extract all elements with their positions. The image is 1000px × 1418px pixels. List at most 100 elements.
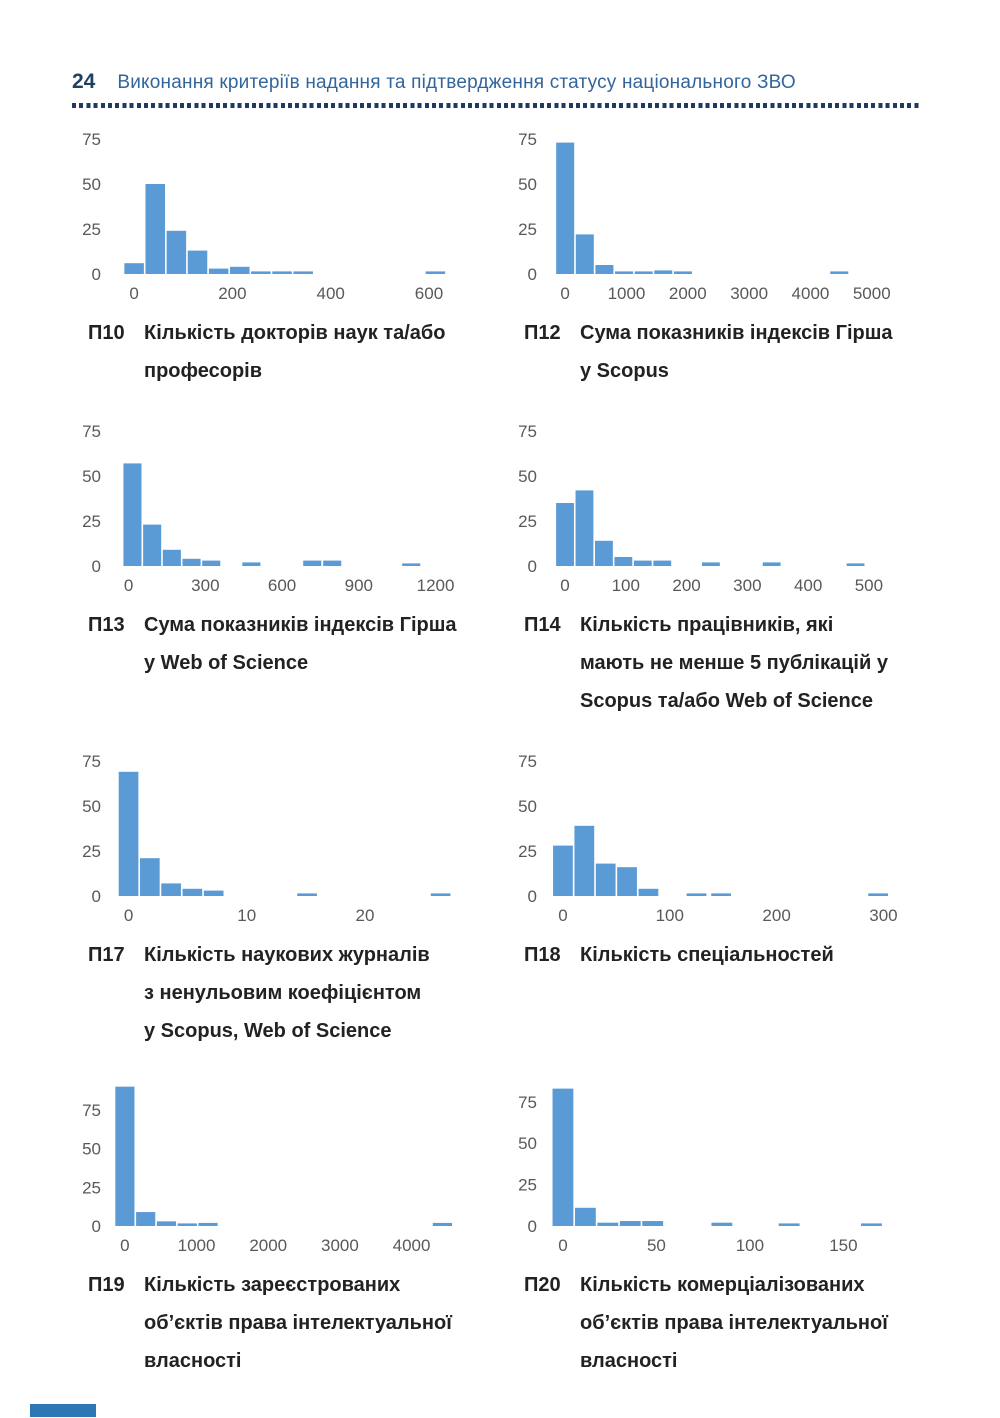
svg-text:75: 75 — [82, 1101, 101, 1120]
svg-text:400: 400 — [794, 576, 822, 595]
svg-text:3000: 3000 — [321, 1236, 359, 1255]
indicator-id: П17 — [88, 944, 125, 966]
svg-text:300: 300 — [733, 576, 761, 595]
chart-cell-p20: 0 25 50 75 0 50 100 150 П20 Кількість комерціал… — [500, 1074, 900, 1380]
svg-text:2000: 2000 — [669, 284, 707, 303]
svg-text:1000: 1000 — [608, 284, 646, 303]
chart-cell-p17: 0 25 50 75 0 10 20 П17 Кількість наукових журн… — [64, 744, 464, 1050]
svg-text:0: 0 — [124, 576, 133, 595]
dotted-divider — [72, 103, 920, 108]
svg-text:0: 0 — [92, 1217, 101, 1236]
svg-text:10: 10 — [237, 906, 256, 925]
chart-caption: П12 Сума показників індексів Гірша у Sco… — [500, 314, 900, 390]
svg-text:25: 25 — [518, 512, 537, 531]
svg-text:500: 500 — [855, 576, 883, 595]
chart-caption: П10 Кількість докторів наук та/або профе… — [64, 314, 464, 390]
svg-text:25: 25 — [518, 220, 537, 239]
svg-text:200: 200 — [672, 576, 700, 595]
histogram-p17: 0 25 50 75 0 10 20 — [82, 752, 451, 925]
histogram-p14: 0 25 50 75 0 100 200 300 400 500 — [518, 422, 883, 595]
indicator-caption-text: Кількість комерціалізованих об’єктів пра… — [580, 1274, 888, 1372]
svg-text:0: 0 — [528, 557, 537, 576]
svg-text:2000: 2000 — [249, 1236, 287, 1255]
histogram-p13: 0 25 50 75 0 300 600 900 1200 — [82, 422, 455, 595]
svg-text:50: 50 — [82, 467, 101, 486]
indicator-caption-text: Кількість докторів наук та/або професорі… — [144, 322, 446, 382]
svg-text:0: 0 — [560, 576, 569, 595]
svg-text:50: 50 — [518, 1134, 537, 1153]
indicator-id: П13 — [88, 614, 125, 636]
svg-text:25: 25 — [82, 220, 101, 239]
indicator-caption-text: Сума показників індексів Гірша у Web of … — [144, 614, 457, 674]
svg-text:25: 25 — [82, 512, 101, 531]
svg-text:25: 25 — [518, 842, 537, 861]
svg-text:50: 50 — [82, 175, 101, 194]
chart-cell-p14: 0 25 50 75 0 100 200 300 400 500 П14 Кількість пр… — [500, 414, 900, 720]
chart-caption: П17 Кількість наукових журналів з ненуль… — [64, 936, 464, 1050]
chart-caption: П14 Кількість працівників, які мають не … — [500, 606, 900, 720]
svg-text:50: 50 — [518, 175, 537, 194]
svg-text:75: 75 — [82, 130, 101, 149]
svg-text:50: 50 — [82, 797, 101, 816]
indicator-id: П14 — [524, 614, 561, 636]
svg-text:75: 75 — [518, 1093, 537, 1112]
svg-text:20: 20 — [356, 906, 375, 925]
indicator-id: П12 — [524, 322, 561, 344]
svg-text:4000: 4000 — [792, 284, 830, 303]
svg-text:0: 0 — [124, 906, 133, 925]
svg-text:0: 0 — [528, 887, 537, 906]
svg-text:600: 600 — [415, 284, 443, 303]
svg-text:50: 50 — [518, 797, 537, 816]
indicator-caption-text: Кількість працівників, які мають не менш… — [580, 614, 888, 712]
svg-text:0: 0 — [92, 887, 101, 906]
svg-text:0: 0 — [528, 265, 537, 284]
svg-text:1200: 1200 — [417, 576, 455, 595]
chart-caption: П18 Кількість спеціальностей — [500, 936, 900, 974]
histogram-p20: 0 25 50 75 0 50 100 150 — [518, 1088, 882, 1255]
svg-text:75: 75 — [82, 422, 101, 441]
histogram-p18: 0 25 50 75 0 100 200 300 — [518, 752, 898, 925]
svg-text:1000: 1000 — [178, 1236, 216, 1255]
histogram-p12: 0 25 50 75 0 1000 2000 3000 4000 5000 — [518, 130, 891, 303]
chart-cell-p13: 0 25 50 75 0 300 600 900 1200 П13 Сума показникі… — [64, 414, 464, 720]
svg-text:25: 25 — [82, 1178, 101, 1197]
svg-text:50: 50 — [82, 1140, 101, 1159]
chart-caption: П19 Кількість зареєстрованих об’єктів пр… — [64, 1266, 464, 1380]
chart-caption: П20 Кількість комерціалізованих об’єктів… — [500, 1266, 900, 1380]
page-header: 24 Виконання критеріїв надання та підтве… — [72, 70, 920, 108]
indicator-caption-text: Кількість спеціальностей — [580, 944, 834, 966]
chart-grid: 0 25 50 75 0 200 400 600 П10 Кількість докторів… — [64, 122, 900, 1404]
histogram-p19: 0 25 50 75 0 1000 2000 3000 4000 — [82, 1086, 452, 1255]
svg-text:50: 50 — [518, 467, 537, 486]
svg-text:0: 0 — [92, 265, 101, 284]
svg-text:0: 0 — [129, 284, 138, 303]
svg-text:75: 75 — [518, 752, 537, 771]
page-title: Виконання критеріїв надання та підтвердж… — [117, 72, 796, 93]
indicator-id: П18 — [524, 944, 561, 966]
histogram-p10: 0 25 50 75 0 200 400 600 — [82, 130, 446, 303]
svg-text:300: 300 — [191, 576, 219, 595]
svg-text:25: 25 — [82, 842, 101, 861]
chart-cell-p12: 0 25 50 75 0 1000 2000 3000 4000 5000 П12 Сума по… — [500, 122, 900, 390]
indicator-caption-text: Кількість зареєстрованих об’єктів права … — [144, 1274, 452, 1372]
svg-text:0: 0 — [120, 1236, 129, 1255]
svg-text:300: 300 — [869, 906, 897, 925]
svg-text:25: 25 — [518, 1176, 537, 1195]
indicator-caption-text: Сума показників індексів Гірша у Scopus — [580, 322, 893, 382]
svg-text:3000: 3000 — [730, 284, 768, 303]
svg-text:100: 100 — [612, 576, 640, 595]
svg-text:600: 600 — [268, 576, 296, 595]
svg-text:900: 900 — [345, 576, 373, 595]
indicator-id: П10 — [88, 322, 125, 344]
indicator-caption-text: Кількість наукових журналів з ненульовим… — [144, 944, 430, 1042]
chart-cell-p10: 0 25 50 75 0 200 400 600 П10 Кількість докторів… — [64, 122, 464, 390]
svg-text:150: 150 — [829, 1236, 857, 1255]
svg-text:100: 100 — [656, 906, 684, 925]
svg-text:0: 0 — [560, 284, 569, 303]
svg-text:0: 0 — [92, 557, 101, 576]
footer-accent-bar — [30, 1404, 96, 1417]
chart-cell-p18: 0 25 50 75 0 100 200 300 П18 Кількість спеціаль… — [500, 744, 900, 1050]
indicator-id: П20 — [524, 1274, 561, 1296]
svg-text:200: 200 — [762, 906, 790, 925]
